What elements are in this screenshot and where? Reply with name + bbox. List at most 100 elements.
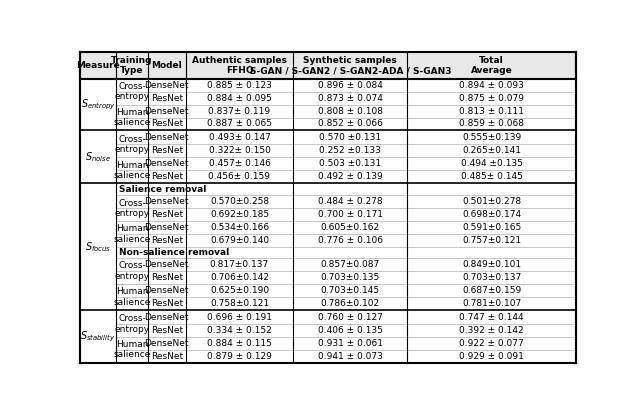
Text: 0.896 ± 0.084: 0.896 ± 0.084: [318, 81, 383, 90]
Text: 0.887 ± 0.065: 0.887 ± 0.065: [207, 120, 272, 129]
Text: DenseNet: DenseNet: [145, 159, 189, 168]
Text: DenseNet: DenseNet: [145, 106, 189, 115]
Text: 0.808 ± 0.108: 0.808 ± 0.108: [318, 106, 383, 115]
Text: Authentic samples
FFHQ: Authentic samples FFHQ: [192, 56, 287, 75]
Text: 0.859 ± 0.068: 0.859 ± 0.068: [459, 120, 524, 129]
Text: 0.852 ± 0.066: 0.852 ± 0.066: [318, 120, 383, 129]
Text: $S_{noise}$: $S_{noise}$: [85, 150, 111, 164]
Text: Cross-
entropy: Cross- entropy: [115, 135, 150, 154]
Text: Measure: Measure: [76, 61, 120, 70]
Text: 0.570 ±0.131: 0.570 ±0.131: [319, 134, 381, 143]
Text: Training
Type: Training Type: [111, 56, 153, 75]
Text: ResNet: ResNet: [151, 352, 183, 361]
Text: 0.570±0.258: 0.570±0.258: [210, 197, 269, 206]
Text: Cross-
entropy: Cross- entropy: [115, 199, 150, 218]
Text: 0.875 ± 0.079: 0.875 ± 0.079: [459, 94, 524, 103]
Text: Non-salience removal: Non-salience removal: [118, 248, 229, 257]
Text: Cross-
entropy: Cross- entropy: [115, 82, 150, 102]
Text: Total
Average: Total Average: [471, 56, 513, 75]
Text: ResNet: ResNet: [151, 299, 183, 308]
Text: 0.931 ± 0.061: 0.931 ± 0.061: [318, 339, 383, 348]
Text: 0.885 ± 0.123: 0.885 ± 0.123: [207, 81, 272, 90]
Text: Synthetic samples
S-GAN / S-GAN2 / S-GAN2-ADA / S-GAN3: Synthetic samples S-GAN / S-GAN2 / S-GAN…: [250, 56, 451, 75]
Text: 0.265±0.141: 0.265±0.141: [462, 146, 521, 155]
Text: Cross-
entropy: Cross- entropy: [115, 314, 150, 333]
Text: 0.406 ± 0.135: 0.406 ± 0.135: [318, 326, 383, 335]
Text: 0.501±0.278: 0.501±0.278: [462, 197, 521, 206]
Text: DenseNet: DenseNet: [145, 197, 189, 206]
Text: 0.494 ±0.135: 0.494 ±0.135: [461, 159, 523, 168]
Text: ResNet: ResNet: [151, 236, 183, 245]
Text: DenseNet: DenseNet: [145, 81, 189, 90]
Text: 0.786±0.102: 0.786±0.102: [321, 299, 380, 308]
Text: Model: Model: [152, 61, 182, 70]
Text: Human
salience: Human salience: [113, 287, 151, 307]
Text: ResNet: ResNet: [151, 210, 183, 219]
Text: 0.625±0.190: 0.625±0.190: [210, 286, 269, 295]
Text: 0.703±0.137: 0.703±0.137: [462, 273, 522, 282]
Text: $S_{focus}$: $S_{focus}$: [85, 240, 111, 254]
Text: 0.817±0.137: 0.817±0.137: [210, 260, 269, 269]
Text: 0.252 ±0.133: 0.252 ±0.133: [319, 146, 381, 155]
Text: 0.837± 0.119: 0.837± 0.119: [209, 106, 271, 115]
Text: $S_{stability}$: $S_{stability}$: [81, 330, 116, 344]
Text: $S_{entropy}$: $S_{entropy}$: [81, 97, 115, 112]
Text: DenseNet: DenseNet: [145, 223, 189, 232]
Text: ResNet: ResNet: [151, 172, 183, 181]
Text: 0.894 ± 0.093: 0.894 ± 0.093: [460, 81, 524, 90]
Text: 0.503 ±0.131: 0.503 ±0.131: [319, 159, 381, 168]
Text: 0.857±0.087: 0.857±0.087: [321, 260, 380, 269]
Text: 0.534±0.166: 0.534±0.166: [210, 223, 269, 232]
Text: ResNet: ResNet: [151, 120, 183, 129]
Bar: [80, 53, 576, 79]
Text: Human
salience: Human salience: [113, 161, 151, 180]
Text: DenseNet: DenseNet: [145, 313, 189, 322]
Text: 0.873 ± 0.074: 0.873 ± 0.074: [318, 94, 383, 103]
Text: 0.706±0.142: 0.706±0.142: [210, 273, 269, 282]
Text: 0.700 ± 0.171: 0.700 ± 0.171: [318, 210, 383, 219]
Text: 0.334 ± 0.152: 0.334 ± 0.152: [207, 326, 272, 335]
Text: 0.687±0.159: 0.687±0.159: [462, 286, 522, 295]
Text: 0.492 ± 0.139: 0.492 ± 0.139: [318, 172, 383, 181]
Text: 0.760 ± 0.127: 0.760 ± 0.127: [318, 313, 383, 322]
Text: ResNet: ResNet: [151, 273, 183, 282]
Text: 0.485± 0.145: 0.485± 0.145: [461, 172, 523, 181]
Text: ResNet: ResNet: [151, 94, 183, 103]
Text: DenseNet: DenseNet: [145, 286, 189, 295]
Text: ResNet: ResNet: [151, 326, 183, 335]
Text: 0.696 ± 0.191: 0.696 ± 0.191: [207, 313, 272, 322]
Text: 0.456± 0.159: 0.456± 0.159: [209, 172, 271, 181]
Text: 0.929 ± 0.091: 0.929 ± 0.091: [460, 352, 524, 361]
Text: 0.922 ± 0.077: 0.922 ± 0.077: [460, 339, 524, 348]
Text: Human
salience: Human salience: [113, 340, 151, 359]
Text: 0.813 ± 0.111: 0.813 ± 0.111: [459, 106, 524, 115]
Text: 0.758±0.121: 0.758±0.121: [210, 299, 269, 308]
Text: ResNet: ResNet: [151, 146, 183, 155]
Text: Human
salience: Human salience: [113, 108, 151, 127]
Text: DenseNet: DenseNet: [145, 134, 189, 143]
Text: Salience removal: Salience removal: [118, 185, 206, 194]
Text: 0.757±0.121: 0.757±0.121: [462, 236, 521, 245]
Text: 0.555±0.139: 0.555±0.139: [462, 134, 522, 143]
Text: 0.679±0.140: 0.679±0.140: [210, 236, 269, 245]
Text: Cross-
entropy: Cross- entropy: [115, 261, 150, 281]
Text: 0.747 ± 0.144: 0.747 ± 0.144: [460, 313, 524, 322]
Text: 0.392 ± 0.142: 0.392 ± 0.142: [460, 326, 524, 335]
Text: 0.692±0.185: 0.692±0.185: [210, 210, 269, 219]
Text: 0.322± 0.150: 0.322± 0.150: [209, 146, 271, 155]
Text: 0.605±0.162: 0.605±0.162: [321, 223, 380, 232]
Text: 0.879 ± 0.129: 0.879 ± 0.129: [207, 352, 272, 361]
Text: DenseNet: DenseNet: [145, 260, 189, 269]
Text: 0.457± 0.146: 0.457± 0.146: [209, 159, 271, 168]
Text: 0.776 ± 0.106: 0.776 ± 0.106: [318, 236, 383, 245]
Text: 0.703±0.145: 0.703±0.145: [321, 286, 380, 295]
Text: 0.884 ± 0.095: 0.884 ± 0.095: [207, 94, 272, 103]
Text: 0.703±0.135: 0.703±0.135: [321, 273, 380, 282]
Text: 0.849±0.101: 0.849±0.101: [462, 260, 521, 269]
Text: 0.484 ± 0.278: 0.484 ± 0.278: [318, 197, 383, 206]
Text: 0.493± 0.147: 0.493± 0.147: [209, 134, 271, 143]
Text: Human
salience: Human salience: [113, 224, 151, 244]
Text: 0.698±0.174: 0.698±0.174: [462, 210, 521, 219]
Text: 0.591±0.165: 0.591±0.165: [462, 223, 522, 232]
Text: DenseNet: DenseNet: [145, 339, 189, 348]
